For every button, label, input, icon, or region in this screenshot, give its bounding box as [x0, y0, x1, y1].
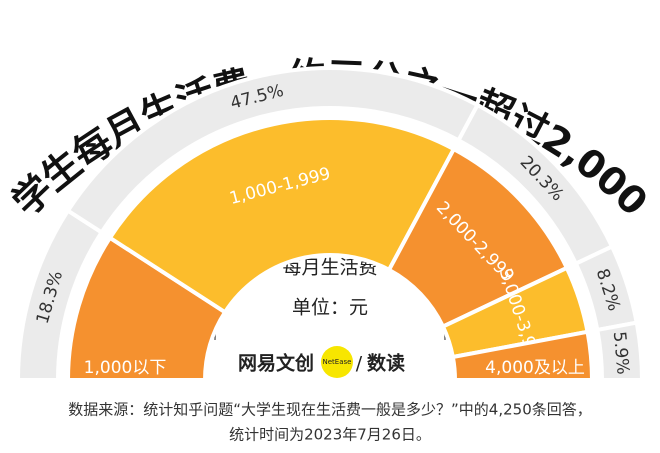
- logo-column: 数读: [367, 352, 405, 375]
- center-title: 每月生活费: [282, 257, 377, 279]
- wedge: [450, 329, 595, 382]
- category-label: 1,000以下: [84, 358, 167, 378]
- wedge: [107, 116, 457, 315]
- logo-brand: 网易文创: [238, 352, 314, 375]
- logo-badge: NetEase: [323, 358, 352, 366]
- logo-separator: /: [356, 353, 363, 375]
- logo-badge-circle: [321, 346, 353, 378]
- value-label: 5.9%: [609, 331, 633, 376]
- category-label: 4,000及以上: [485, 358, 585, 378]
- source-line: 数据来源：统计知乎问题“大学生现在生活费一般是多少？”中的4,250条回答，: [68, 401, 592, 419]
- label-band: [595, 320, 645, 382]
- source-line: 统计时间为2023年7月26日。: [229, 426, 431, 444]
- center-unit: 单位：元: [292, 297, 368, 319]
